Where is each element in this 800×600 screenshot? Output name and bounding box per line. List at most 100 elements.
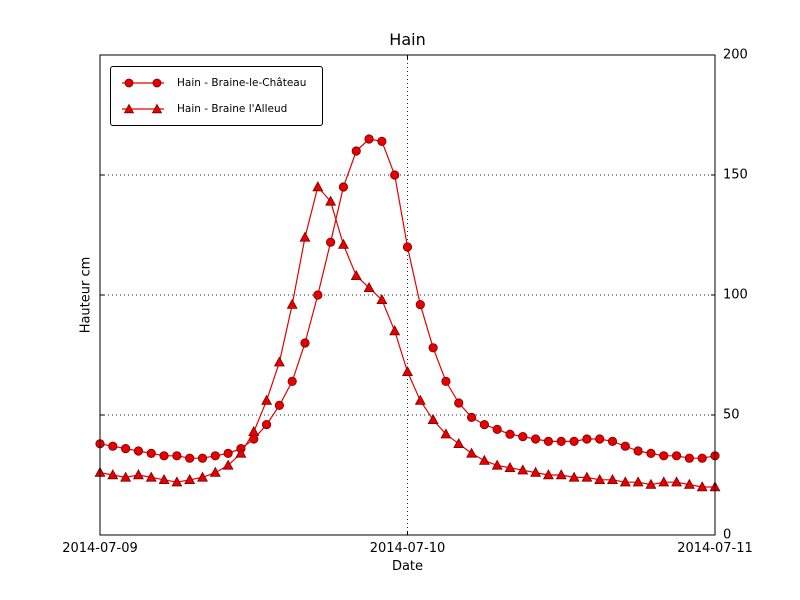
marker-circle — [441, 376, 451, 386]
marker-triangle — [184, 473, 196, 485]
marker-circle — [326, 237, 336, 247]
marker-triangle — [504, 461, 516, 473]
marker-circle — [210, 451, 220, 461]
marker-triangle — [594, 473, 606, 485]
marker-circle — [595, 434, 605, 444]
marker-triangle — [427, 413, 439, 425]
marker-triangle — [376, 293, 388, 305]
marker-triangle — [350, 269, 362, 281]
marker-circle — [197, 453, 208, 463]
marker-triangle — [209, 466, 221, 477]
legend-entry: Hain - Braine-le-Château — [120, 76, 306, 90]
marker-triangle — [132, 469, 144, 480]
marker-triangle — [530, 466, 542, 477]
marker-circle — [121, 443, 131, 454]
marker-circle — [697, 453, 707, 463]
y-axis-label: Hauteur cm — [78, 256, 94, 334]
marker-triangle — [145, 471, 157, 482]
marker-triangle — [402, 365, 413, 377]
legend-label: Hain - Braine-le-Château — [177, 77, 307, 89]
marker-circle — [338, 182, 349, 192]
marker-circle — [531, 434, 541, 444]
marker-triangle — [414, 394, 426, 405]
legend-entry: Hain - Braine l'Alleud — [120, 102, 306, 116]
marker-circle — [313, 290, 323, 300]
marker-triangle — [440, 428, 452, 439]
marker-triangle — [466, 447, 478, 458]
marker-circle — [146, 448, 156, 458]
marker-circle — [415, 299, 425, 310]
marker-triangle — [312, 181, 324, 192]
marker-triangle — [197, 471, 208, 482]
marker-triangle — [607, 473, 618, 485]
marker-triangle — [235, 447, 247, 458]
marker-circle — [377, 136, 387, 146]
marker-circle — [159, 451, 169, 461]
series-line — [99, 138, 716, 459]
marker-circle — [351, 146, 361, 156]
x-tick-label: 2014-07-10 — [369, 541, 446, 556]
legend-circle-line-sample — [122, 78, 164, 88]
marker-circle — [556, 436, 566, 446]
marker-circle — [223, 448, 233, 458]
marker-triangle — [619, 476, 631, 487]
marker-circle — [466, 412, 477, 422]
x-tick-label: 2014-07-09 — [62, 541, 138, 556]
marker-circle — [172, 451, 182, 461]
legend: Hain - Braine-le-Château Hain - Braine l… — [110, 66, 324, 126]
marker-circle — [684, 453, 694, 463]
marker-triangle — [555, 469, 567, 480]
y-tick-label: 50 — [723, 407, 740, 423]
marker-circle — [569, 436, 579, 446]
marker-triangle — [671, 476, 683, 487]
legend-marker-circle — [124, 78, 134, 88]
marker-triangle — [325, 195, 337, 206]
marker-circle — [646, 448, 656, 458]
marker-circle — [633, 446, 643, 456]
marker-triangle — [286, 298, 298, 309]
marker-circle — [133, 446, 144, 456]
marker-triangle — [568, 471, 580, 482]
marker-circle — [402, 242, 413, 252]
marker-triangle — [337, 238, 349, 249]
marker-circle — [607, 436, 618, 446]
marker-circle — [274, 400, 284, 410]
marker-triangle — [632, 476, 644, 487]
marker-circle — [287, 376, 297, 386]
marker-triangle — [478, 454, 490, 465]
marker-circle — [479, 419, 489, 430]
legend-label: Hain - Braine l'Alleud — [177, 103, 288, 115]
legend-triangle-line-sample — [122, 103, 164, 114]
marker-triangle — [158, 473, 170, 485]
marker-triangle — [171, 476, 183, 487]
marker-triangle — [542, 469, 554, 480]
marker-triangle — [273, 356, 285, 367]
marker-triangle — [389, 325, 401, 336]
marker-circle — [300, 338, 310, 348]
y-tick-label: 200 — [723, 47, 748, 63]
marker-triangle — [248, 425, 260, 437]
legend-marker-triangle — [123, 103, 135, 114]
x-tick-label: 2014-07-11 — [677, 541, 753, 556]
legend-marker-circle — [152, 78, 162, 88]
marker-triangle — [645, 478, 657, 489]
marker-circle — [518, 431, 528, 442]
marker-circle — [108, 441, 118, 451]
marker-triangle — [363, 281, 375, 293]
marker-triangle — [696, 481, 708, 492]
marker-circle — [390, 170, 400, 180]
x-axis-label: Date — [391, 559, 424, 574]
marker-circle — [543, 436, 554, 446]
legend-marker-triangle — [151, 103, 163, 114]
marker-triangle — [683, 478, 695, 489]
marker-triangle — [491, 459, 503, 470]
marker-circle — [620, 441, 630, 451]
marker-triangle — [120, 471, 132, 482]
marker-circle — [454, 398, 464, 408]
marker-circle — [185, 453, 195, 463]
marker-circle — [492, 424, 502, 434]
marker-triangle — [658, 476, 670, 487]
marker-triangle — [107, 469, 119, 480]
